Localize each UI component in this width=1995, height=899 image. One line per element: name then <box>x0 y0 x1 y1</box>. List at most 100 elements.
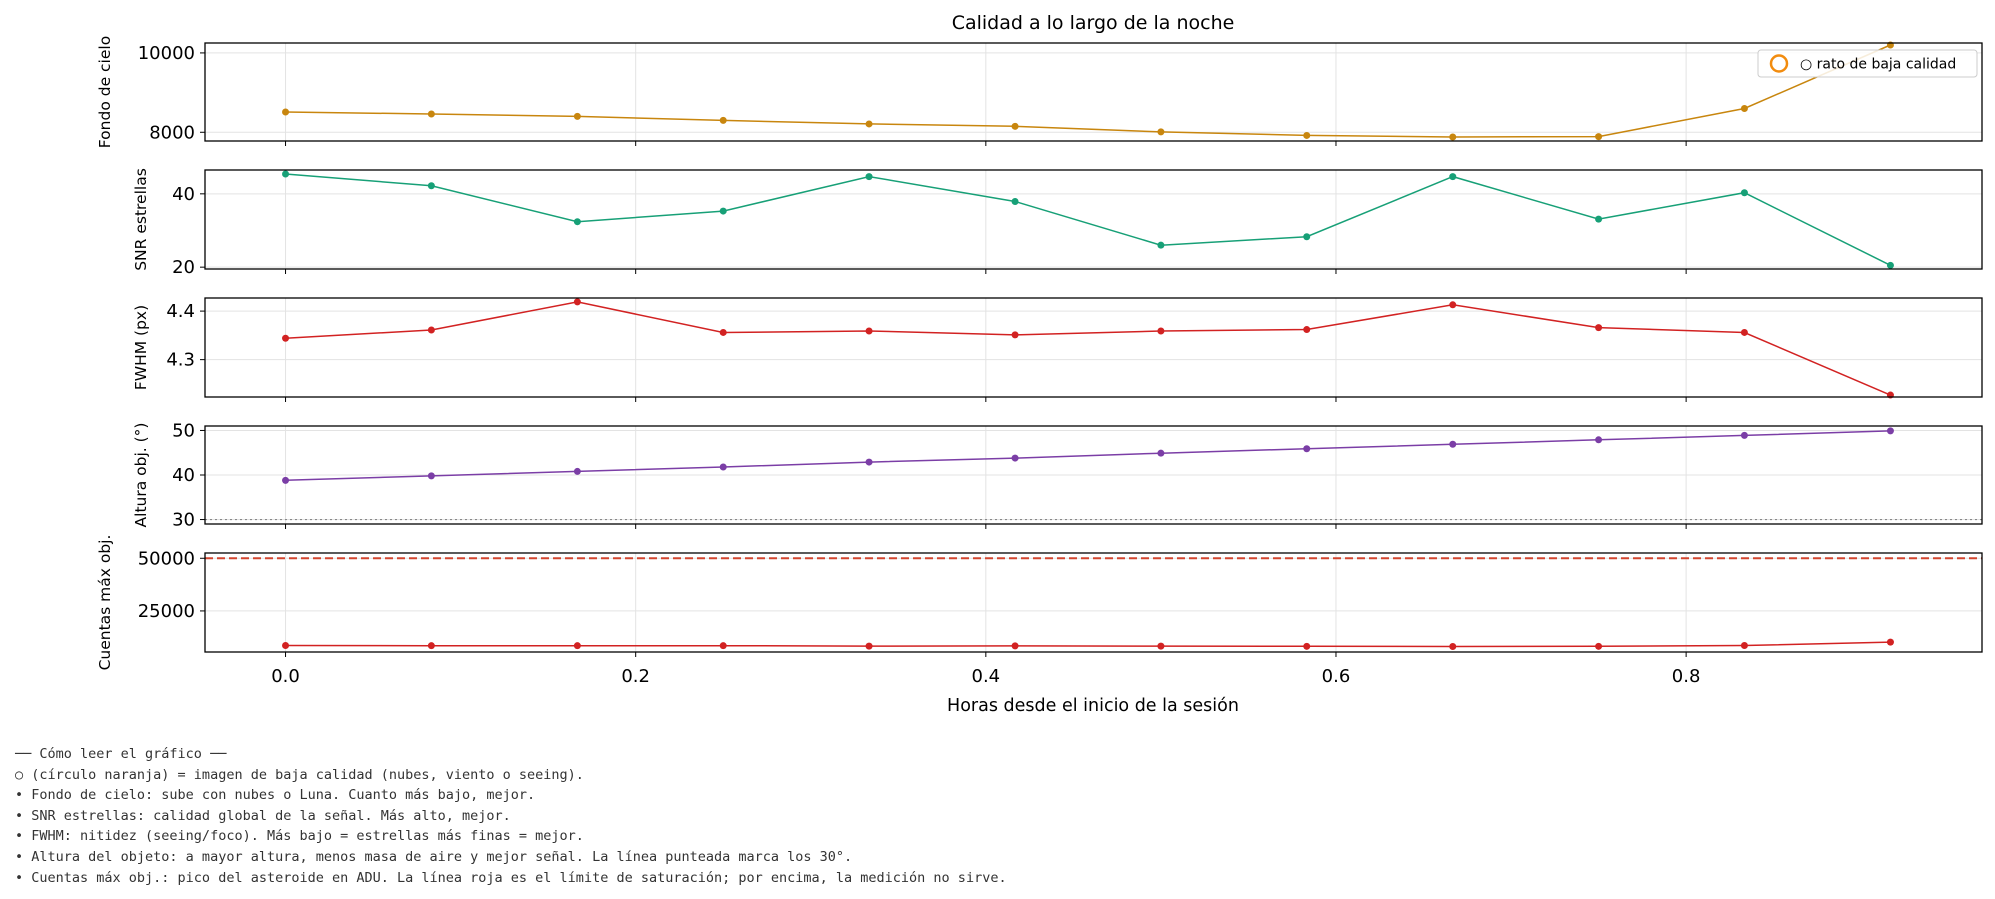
data-point <box>427 326 435 334</box>
data-point <box>1449 440 1457 448</box>
data-point <box>1157 241 1165 249</box>
data-point <box>1449 133 1457 141</box>
data-point <box>1157 642 1165 650</box>
guide-line: • Cuentas máx obj.: pico del asteroide e… <box>15 869 1007 886</box>
data-point <box>427 642 435 650</box>
data-point <box>719 328 727 336</box>
series-line <box>285 301 1891 396</box>
panel-1: 20 40 SNR estrellas <box>132 168 1983 278</box>
data-point <box>1303 642 1311 650</box>
data-point <box>1303 326 1311 334</box>
series-line <box>285 641 1891 648</box>
y-tick-label: 40 <box>172 465 195 486</box>
panel-4: 25000 50000 Cuentas máx obj. <box>96 535 1983 671</box>
y-tick-label: 8000 <box>149 122 195 143</box>
guide-line: ○ (círculo naranja) = imagen de baja cal… <box>15 766 584 783</box>
x-axis-label: Horas desde el inicio de la sesión <box>947 696 1239 716</box>
guide-line: • Fondo de cielo: sube con nubes o Luna.… <box>15 787 536 804</box>
data-point <box>427 472 435 480</box>
data-point <box>1157 128 1165 136</box>
data-point <box>282 476 290 484</box>
legend-box <box>1757 49 1978 78</box>
data-point <box>1011 122 1019 130</box>
data-point <box>1449 643 1457 651</box>
data-point <box>1303 445 1311 453</box>
data-point <box>865 327 873 335</box>
data-point <box>1886 261 1894 269</box>
data-point <box>1740 641 1748 649</box>
y-tick-label: 10000 <box>138 43 195 64</box>
data-point <box>1157 327 1165 335</box>
y-tick-label: 50000 <box>138 548 195 569</box>
data-point <box>1595 436 1603 444</box>
guide-line: • Altura del objeto: a mayor altura, men… <box>15 848 853 865</box>
guide-line: ── Cómo leer el gráfico ── <box>15 746 227 762</box>
y-tick-label: 4.4 <box>166 301 195 322</box>
data-point <box>573 642 581 650</box>
series-line <box>285 173 1891 266</box>
data-point <box>1011 198 1019 206</box>
y-axis-label: SNR estrellas <box>132 168 150 271</box>
reading-guide: ── Cómo leer el gráfico ── ○ (círculo na… <box>15 744 1007 888</box>
panel-frame <box>204 552 1983 653</box>
data-point <box>1886 427 1894 435</box>
data-point <box>1449 173 1457 181</box>
data-point <box>1886 638 1894 646</box>
data-point <box>1449 301 1457 309</box>
data-point <box>573 218 581 226</box>
data-point <box>573 467 581 475</box>
x-tick-label: 0.2 <box>621 666 650 687</box>
panel-3: 30 40 50 Altura obj. (°) <box>132 420 1983 531</box>
y-tick-label: 25000 <box>138 601 195 622</box>
data-point <box>1595 324 1603 332</box>
data-point <box>1595 215 1603 223</box>
y-axis-label: FWHM (px) <box>132 305 150 390</box>
data-point <box>1303 233 1311 241</box>
data-point <box>282 334 290 342</box>
data-point <box>427 110 435 118</box>
data-point <box>1740 328 1748 336</box>
panel-frame <box>204 42 1983 142</box>
data-point <box>282 108 290 116</box>
x-tick-label: 0.6 <box>1322 666 1351 687</box>
data-point <box>865 173 873 181</box>
data-point <box>573 298 581 306</box>
x-tick-label: 0.0 <box>271 666 300 687</box>
legend-marker-icon <box>1769 54 1789 73</box>
legend: ○ rato de baja calidad <box>1757 49 1978 78</box>
y-tick-label: 30 <box>172 510 195 531</box>
data-point <box>865 458 873 466</box>
legend-label: ○ rato de baja calidad <box>1800 57 1956 73</box>
multi-panel-chart: Calidad a lo largo de la noche 8000 10000… <box>96 12 1983 716</box>
y-tick-label: 20 <box>172 257 195 278</box>
data-point <box>719 207 727 215</box>
y-axis-label: Altura obj. (°) <box>132 423 150 528</box>
x-tick-label: 0.4 <box>972 666 1001 687</box>
panel-frame <box>204 297 1983 398</box>
guide-line: • FWHM: nitidez (seeing/foco). Más bajo … <box>15 828 584 845</box>
chart-title: Calidad a lo largo de la noche <box>952 12 1235 34</box>
data-point <box>1595 133 1603 141</box>
data-point <box>1011 454 1019 462</box>
data-point <box>1740 431 1748 439</box>
data-point <box>719 463 727 471</box>
y-tick-label: 50 <box>172 420 195 441</box>
y-tick-label: 40 <box>172 184 195 205</box>
guide-line: • SNR estrellas: calidad global de la se… <box>15 807 511 824</box>
data-point <box>865 642 873 650</box>
y-tick-label: 4.3 <box>166 350 195 371</box>
data-point <box>719 116 727 124</box>
data-point <box>1740 189 1748 197</box>
data-point <box>427 182 435 190</box>
data-point <box>282 170 290 178</box>
y-axis-label: Cuentas máx obj. <box>96 535 114 671</box>
panel-0: 8000 10000 Fondo de cielo ○ rato de baja ca… <box>96 36 1983 148</box>
data-point <box>1011 642 1019 650</box>
data-point <box>1011 331 1019 339</box>
panel-2: 4.3 4.4 FWHM (px) <box>132 297 1983 402</box>
data-point <box>719 642 727 650</box>
data-point <box>1740 104 1748 112</box>
data-point <box>573 112 581 120</box>
data-point <box>1157 449 1165 457</box>
x-tick-label: 0.8 <box>1672 666 1701 687</box>
